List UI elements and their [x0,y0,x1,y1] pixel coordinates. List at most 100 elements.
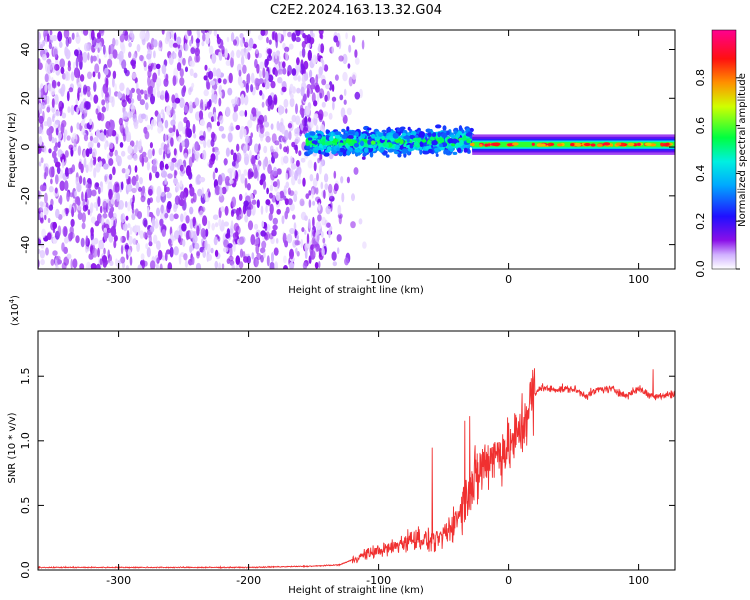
spectrogram-noise-cell [242,64,247,75]
spectrogram-noise-cell [235,124,241,131]
spectrogram-noise-cell [297,62,301,73]
spectrogram-noise-cell [79,55,83,63]
snr-y-ticks: 0.0 0.5 1.0 1.5 [19,367,675,579]
spectrogram-noise-cell [189,68,194,77]
spectrogram-noise-cell [346,107,352,116]
spectrogram-noise-cell [159,160,164,171]
spectrogram-noise-cell [75,57,79,68]
spectrogram-noise-cell [92,148,97,158]
spectrogram-noise-cell [133,153,138,161]
spectrogram-noise-cell [221,133,226,139]
spectrogram-noise-cell [129,256,133,266]
spectrogram-tone-peak [636,142,641,146]
spectrogram-noise-cell [293,222,297,231]
y-tick-label: 0.5 [19,497,32,515]
spectrogram-noise-cell [212,171,216,181]
spectrogram-noise-cell [90,216,96,224]
spectrogram-signal-cell [418,131,425,138]
spectrogram-noise-cell [64,150,69,158]
spectrogram-noise-cell [47,232,52,240]
spectrogram-noise-cell [181,140,186,147]
spectrogram-noise-cell [104,235,108,242]
spectrogram-noise-cell [271,252,274,263]
spectrogram-noise-cell [273,151,279,159]
spectrogram-noise-cell [354,49,358,58]
x-tick-label: 0 [505,574,512,587]
x-tick-label: -200 [236,574,261,587]
spectrogram-noise-cell [309,174,314,182]
spectrogram-noise-cell [150,62,154,68]
spectrogram-signal-cell [385,154,390,158]
spectrogram-signal-cell [431,133,436,137]
spectrogram-noise-cell [147,69,152,78]
x-tick-label: -300 [106,574,131,587]
spectrogram-noise-cell [263,251,266,259]
spectrogram-noise-cell [220,206,225,213]
spectrogram-noise-cell [129,30,134,38]
snr-y-multiplier: (x104) [8,295,21,326]
spectrogram-noise-cell [61,209,66,217]
spectrogram-noise-cell [332,261,337,267]
spectrogram-noise-cell [213,30,218,37]
spectrogram-noise-cell [281,34,285,42]
spectrogram-noise-cell [266,36,269,44]
spectrogram-tone-peak [596,143,603,147]
spectrogram-noise-cell [239,193,243,201]
spectrogram-noise-cell [328,112,333,120]
spectrogram-noise-cell [70,71,75,82]
spectrogram-noise-cell [231,263,235,269]
spectrogram-noise-cell [304,215,308,222]
spectrogram-noise-cell [354,91,361,100]
spectrogram-noise-cell [56,259,62,265]
spectrogram-signal-cell [320,151,325,155]
spectrogram-noise-cell [108,210,114,219]
spectrogram-signal-cell [326,146,332,151]
spectrogram-noise-cell [87,161,93,172]
spectrogram-noise-cell [300,239,304,248]
spectrogram-signal-cell [403,144,407,148]
spectrogram-noise-cell [127,201,131,212]
spectrogram-noise-cell [38,238,42,246]
spectrogram-noise-cell [283,255,287,264]
spectrogram-noise-cell [41,53,47,61]
spectrogram-noise-cell [285,181,290,189]
spectrogram-noise-cell [46,106,51,113]
colorbar-ticks: 0.0 0.2 0.4 0.6 0.8 [694,69,740,278]
spectrogram-noise-cell [131,187,137,194]
spectrogram-noise-cell [272,217,278,225]
spectrogram-signal-cell [399,126,406,130]
spectrogram-noise-cell [273,170,278,177]
spectrogram-signal-cell [346,149,351,156]
spectrogram-noise-cell [277,32,282,42]
spectrogram-noise-cell [121,150,126,157]
spectrogram-noise-cell [289,203,295,212]
spectrogram-tone-peak [665,142,670,146]
spectrogram-noise-cell [139,230,144,239]
spectrogram-noise-cell [267,164,272,174]
spectrogram-noise-cell [236,143,240,152]
spectrogram-signal-cell [347,131,354,135]
spectrogram-signal-cell [458,125,463,131]
spectrogram-noise-cell [165,90,168,100]
spectrogram-noise-cell [317,214,322,222]
spectrogram-noise-cell [66,91,70,102]
spectrogram-noise-cell [86,183,92,189]
spectrogram-noise-cell [156,257,160,264]
spectrogram-noise-cell [250,84,254,93]
spectrogram-noise-cell [305,193,310,200]
spectrogram-tone-peak [507,143,513,147]
spectrogram-noise-cell [65,37,70,47]
spectrogram-noise-cell [190,47,196,55]
spectrogram-noise-cell [87,71,92,80]
spectrogram-signal-cell [338,142,344,146]
spectrogram-noise-cell [199,135,205,141]
spectrogram-noise-cell [258,143,261,151]
spectrogram-noise-cell [123,67,128,74]
spectrogram-noise-cell [307,49,312,61]
spectrogram-tone-peak [479,143,483,147]
spectrogram-noise-cell [45,247,49,256]
spectrogram-noise-cell [156,90,161,98]
spectrogram-noise-cell [235,255,241,266]
spectrogram-noise-cell [65,49,71,60]
spectrogram-noise-cell [214,185,221,196]
